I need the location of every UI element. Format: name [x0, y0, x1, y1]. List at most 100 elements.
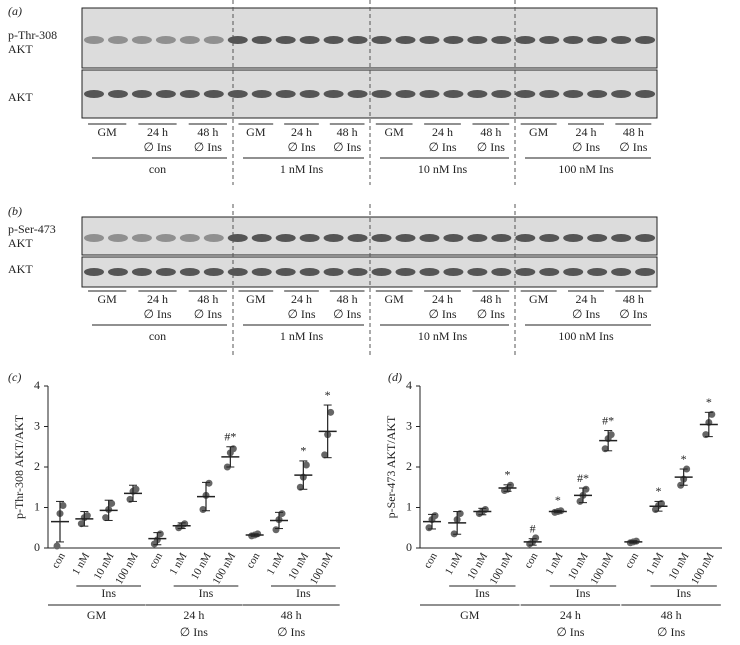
data-point	[302, 461, 310, 469]
significance-mark: *	[681, 452, 687, 466]
blot-band	[227, 234, 248, 242]
condition-label: 48 h	[337, 292, 358, 306]
blot-band	[131, 36, 152, 44]
x-tick-label: 10 nM	[667, 551, 692, 582]
blot-band	[347, 268, 368, 276]
blot-band	[587, 234, 608, 242]
blot-band	[107, 90, 128, 98]
treatment-label: Ins	[475, 586, 490, 600]
blot-band	[84, 90, 104, 98]
significance-mark: *	[505, 468, 511, 482]
blot-band	[275, 90, 296, 98]
data-point	[108, 499, 116, 507]
x-tick-label: con	[421, 550, 440, 570]
treatment-label: Ins	[576, 586, 591, 600]
blot-band	[635, 268, 656, 276]
x-tick-label: con	[244, 550, 263, 570]
group-sub-label: ∅ Ins	[180, 625, 208, 639]
blot-band	[251, 234, 272, 242]
blot-band	[131, 268, 152, 276]
significance-mark: #*	[602, 413, 614, 427]
blot-row-label: AKT	[8, 236, 33, 250]
blot-band	[515, 268, 536, 276]
condition-label: 24 h	[147, 292, 168, 306]
blot-band	[131, 90, 152, 98]
blot-band	[203, 268, 224, 276]
blot-row-label: AKT	[8, 42, 33, 56]
blot-band	[107, 36, 128, 44]
blot-band	[227, 90, 248, 98]
condition-sub-label: ∅ Ins	[619, 140, 647, 154]
condition-sub-label: ∅ Ins	[572, 307, 600, 321]
data-point	[156, 530, 164, 538]
condition-label: GM	[246, 125, 266, 139]
condition-sub-label: ∅ Ins	[428, 140, 456, 154]
condition-sub-label: ∅ Ins	[333, 140, 361, 154]
blot-band	[371, 90, 392, 98]
condition-sub-label: ∅ Ins	[143, 140, 171, 154]
blot-band	[323, 90, 344, 98]
y-axis-label: p-Ser-473 AKT/AKT	[384, 415, 398, 518]
data-point	[607, 431, 615, 439]
condition-label: GM	[246, 292, 266, 306]
x-tick-label: con	[522, 550, 541, 570]
condition-label: 48 h	[337, 125, 358, 139]
blot-band	[395, 268, 416, 276]
blot-band	[443, 90, 464, 98]
group-label: 10 nM Ins	[418, 162, 468, 176]
blot-band	[587, 36, 608, 44]
x-tick-label: 1 nM	[543, 551, 565, 578]
condition-label: GM	[97, 292, 117, 306]
condition-label: 48 h	[623, 292, 644, 306]
significance-mark: *	[706, 395, 712, 409]
data-point	[532, 534, 540, 542]
blot-band	[155, 268, 176, 276]
blot-band	[131, 234, 152, 242]
blot-band	[179, 90, 200, 98]
y-tick-label: 3	[406, 418, 412, 432]
condition-sub-label: ∅ Ins	[428, 307, 456, 321]
group-label: 1 nM Ins	[280, 329, 324, 343]
treatment-label: Ins	[296, 586, 311, 600]
blot-band	[491, 268, 512, 276]
blot-band	[395, 90, 416, 98]
x-tick-label: 100 nM	[113, 551, 141, 587]
blot-band	[371, 234, 392, 242]
blot-band	[491, 36, 512, 44]
blot-band	[563, 90, 584, 98]
x-tick-label: 10 nM	[189, 551, 214, 582]
condition-sub-label: ∅ Ins	[287, 307, 315, 321]
blot-band	[84, 234, 104, 242]
group-label: 100 nM Ins	[558, 329, 614, 343]
blot-band	[611, 268, 632, 276]
blot-band	[539, 90, 560, 98]
blot-band	[563, 234, 584, 242]
y-tick-label: 0	[34, 540, 40, 554]
x-tick-label: 1 nM	[443, 551, 465, 578]
group-label: 1 nM Ins	[280, 162, 324, 176]
treatment-label: Ins	[101, 586, 116, 600]
panel-label: (a)	[8, 4, 22, 18]
condition-label: 24 h	[576, 125, 597, 139]
condition-label: GM	[529, 125, 549, 139]
blot-band	[395, 36, 416, 44]
blot-band	[84, 36, 104, 44]
blot-band	[611, 36, 632, 44]
y-tick-label: 0	[406, 540, 412, 554]
blot-band	[467, 268, 488, 276]
blot-row-label: AKT	[8, 262, 33, 276]
group-label: 100 nM Ins	[558, 162, 614, 176]
significance-mark: #	[530, 521, 536, 535]
panel-label: (d)	[388, 370, 402, 384]
data-point	[77, 520, 85, 528]
blot-band	[635, 36, 656, 44]
blot-band	[563, 36, 584, 44]
data-point	[53, 542, 61, 550]
x-tick-label: 1 nM	[265, 551, 287, 578]
blot-band	[251, 36, 272, 44]
blot-band	[443, 234, 464, 242]
blot-band	[299, 90, 320, 98]
group-label: con	[149, 329, 166, 343]
group-label: GM	[87, 608, 107, 622]
x-tick-label: 100 nM	[689, 551, 717, 587]
